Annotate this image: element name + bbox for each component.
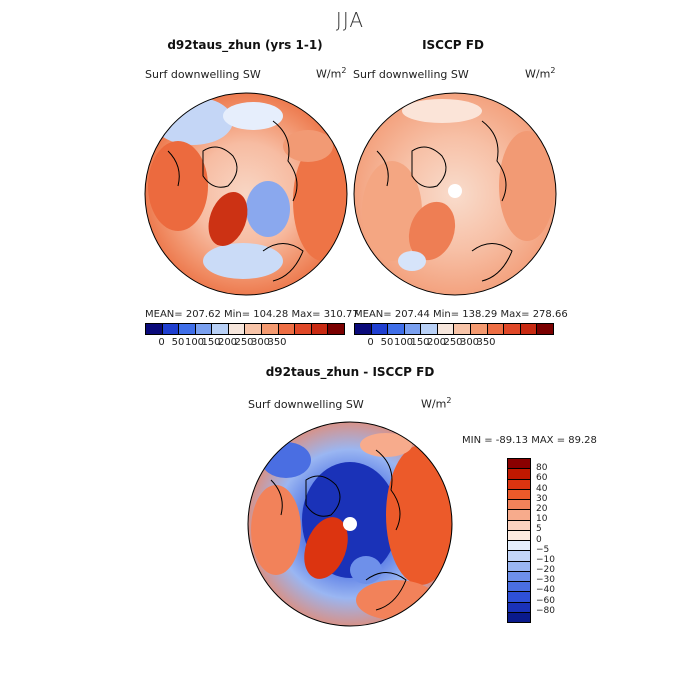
colorbar-model-swatch [328, 324, 344, 334]
colorbar-obs-swatch [471, 324, 488, 334]
colorbar-ticks-obs: 0 50 100 150 200 250 300 350 [354, 337, 552, 349]
colorbar-obs-swatch [454, 324, 472, 334]
colorbar-difference-swatch [508, 592, 530, 603]
colorbar-obs-tick-label: 300 [459, 337, 480, 348]
colorbar-difference-tick-label: −40 [536, 585, 555, 596]
colorbar-difference-swatch [508, 541, 530, 552]
colorbar-difference-tick-label: 40 [536, 483, 548, 494]
variable-label-model: Surf downwelling SW [145, 68, 261, 81]
colorbar-difference-tick-label: 80 [536, 463, 548, 474]
colorbar-model-tick-label: 50 [171, 337, 185, 348]
colorbar-model-tick-label: 100 [184, 337, 205, 348]
colorbar-obs-tick-label: 50 [380, 337, 394, 348]
colorbar-obs-swatch [487, 324, 505, 334]
colorbar-obs-swatch [355, 324, 372, 334]
panel-title-obs: ISCCP FD [422, 38, 484, 52]
season-title: JJA [335, 8, 365, 32]
colorbar-model-swatch [278, 324, 296, 334]
colorbar-difference [507, 458, 531, 623]
variable-label-difference: Surf downwelling SW [248, 398, 364, 411]
colorbar-model-swatch [212, 324, 229, 334]
colorbar-difference-tick-label: 30 [536, 493, 548, 504]
stats-obs: MEAN= 207.44 Min= 138.29 Max= 278.66 [354, 309, 568, 320]
panel-title-model: d92taus_zhun (yrs 1-1) [167, 38, 323, 52]
colorbar-difference-swatch [508, 510, 530, 521]
colorbar-difference-tick-label: −60 [536, 595, 555, 606]
colorbar-model [145, 323, 345, 335]
units-label-model: W/m2 [316, 66, 347, 81]
colorbar-obs-tick-label: 0 [367, 337, 374, 348]
colorbar-difference-swatch [508, 530, 530, 541]
stats-model: MEAN= 207.62 Min= 104.28 Max= 310.77 [145, 309, 359, 320]
colorbar-model-tick-label: 350 [267, 337, 287, 348]
colorbar-difference-swatch [508, 561, 530, 572]
polar-map-difference [247, 421, 453, 627]
units-label-difference: W/m2 [421, 396, 452, 411]
colorbar-model-swatch [295, 324, 312, 334]
colorbar-obs [354, 323, 554, 335]
colorbar-obs-tick-label: 250 [443, 337, 463, 348]
colorbar-obs-swatch [404, 324, 422, 334]
colorbar-difference-tick-label: 10 [536, 514, 548, 525]
colorbar-difference-swatch [508, 469, 530, 480]
colorbar-obs-tick-label: 150 [410, 337, 430, 348]
colorbar-ticks-difference: 80 60 40 30 20 10 5 0 −5 −10 −20 −30 −40 −60 −80 [536, 458, 576, 621]
difference-title: d92taus_zhun - ISCCP FD [265, 365, 435, 379]
colorbar-difference-tick-label: 60 [536, 473, 548, 484]
variable-label-obs: Surf downwelling SW [353, 68, 469, 81]
colorbar-difference-tick-label: −80 [536, 605, 555, 616]
colorbar-obs-swatch [537, 324, 553, 334]
colorbar-difference-tick-label: 0 [536, 534, 542, 545]
colorbar-difference-swatch [508, 479, 530, 490]
colorbar-model-swatch [245, 324, 263, 334]
colorbar-difference-swatch [508, 551, 530, 562]
colorbar-difference-tick-label: 20 [536, 503, 548, 514]
colorbar-obs-tick-label: 350 [476, 337, 496, 348]
stats-difference: MIN = -89.13 MAX = 89.28 [462, 435, 597, 446]
colorbar-difference-swatch [508, 520, 530, 531]
colorbar-model-tick-label: 300 [250, 337, 271, 348]
colorbar-model-swatch [262, 324, 279, 334]
colorbar-model-tick-label: 0 [158, 337, 165, 348]
polar-map-obs [353, 92, 557, 296]
colorbar-model-swatch [195, 324, 213, 334]
colorbar-difference-swatch [508, 612, 530, 622]
colorbar-model-swatch [228, 324, 246, 334]
colorbar-difference-swatch [508, 571, 530, 582]
colorbar-difference-swatch [508, 582, 530, 593]
colorbar-obs-swatch [388, 324, 405, 334]
colorbar-difference-tick-label: −20 [536, 565, 555, 576]
colorbar-difference-tick-label: 5 [536, 524, 542, 535]
colorbar-model-tick-label: 250 [234, 337, 254, 348]
colorbar-obs-swatch [421, 324, 438, 334]
colorbar-difference-tick-label: −10 [536, 554, 555, 565]
units-label-obs: W/m2 [525, 66, 556, 81]
colorbar-model-swatch [311, 324, 329, 334]
colorbar-difference-swatch [508, 602, 530, 613]
colorbar-difference-swatch [508, 489, 530, 500]
colorbar-difference-tick-label: −5 [536, 544, 550, 555]
colorbar-difference-swatch [508, 500, 530, 511]
colorbar-ticks-model: 0 50 100 150 200 250 300 350 [145, 337, 343, 349]
colorbar-obs-swatch [371, 324, 389, 334]
colorbar-model-tick-label: 200 [217, 337, 238, 348]
colorbar-obs-swatch [437, 324, 455, 334]
colorbar-difference-swatch [508, 459, 530, 470]
colorbar-model-tick-label: 150 [201, 337, 221, 348]
colorbar-difference-tick-label: −30 [536, 575, 555, 586]
colorbar-model-swatch [179, 324, 196, 334]
polar-map-model [144, 92, 348, 296]
colorbar-obs-tick-label: 100 [393, 337, 414, 348]
colorbar-obs-swatch [520, 324, 538, 334]
colorbar-obs-tick-label: 200 [426, 337, 447, 348]
colorbar-model-swatch [146, 324, 163, 334]
colorbar-model-swatch [162, 324, 180, 334]
colorbar-obs-swatch [504, 324, 521, 334]
